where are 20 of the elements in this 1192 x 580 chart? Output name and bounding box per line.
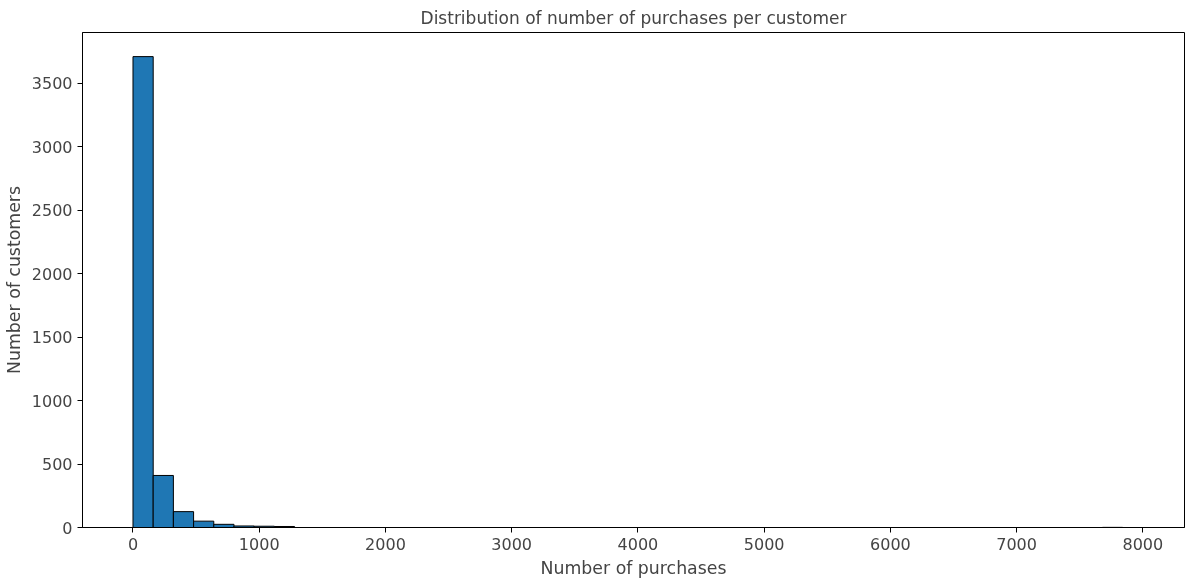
x-tick-label: 4000 bbox=[617, 534, 659, 554]
y-tick-label: 2500 bbox=[31, 201, 73, 221]
x-axis-title: Number of purchases bbox=[540, 557, 727, 578]
x-tick-label: 1000 bbox=[238, 534, 280, 554]
y-tick-label: 3500 bbox=[31, 74, 73, 94]
x-tick-label: 6000 bbox=[870, 534, 911, 554]
chart-title: Distribution of number of purchases per customer bbox=[420, 7, 847, 28]
x-tick-label: 8000 bbox=[1122, 534, 1164, 554]
x-tick-label: 5000 bbox=[743, 534, 785, 554]
y-tick-label: 500 bbox=[41, 455, 73, 475]
x-tick-label: 0 bbox=[127, 534, 139, 554]
y-tick-label: 2000 bbox=[31, 264, 73, 284]
y-axis-title: Number of customers bbox=[3, 186, 24, 374]
y-tick-label: 1500 bbox=[31, 328, 73, 348]
y-tick-label: 3000 bbox=[31, 137, 73, 157]
x-tick-label: 3000 bbox=[491, 534, 533, 554]
y-tick-label: 0 bbox=[62, 518, 73, 538]
y-tick-label: 1000 bbox=[31, 391, 73, 411]
x-tick-label: 2000 bbox=[365, 534, 406, 554]
x-tick-label: 7000 bbox=[996, 534, 1037, 554]
